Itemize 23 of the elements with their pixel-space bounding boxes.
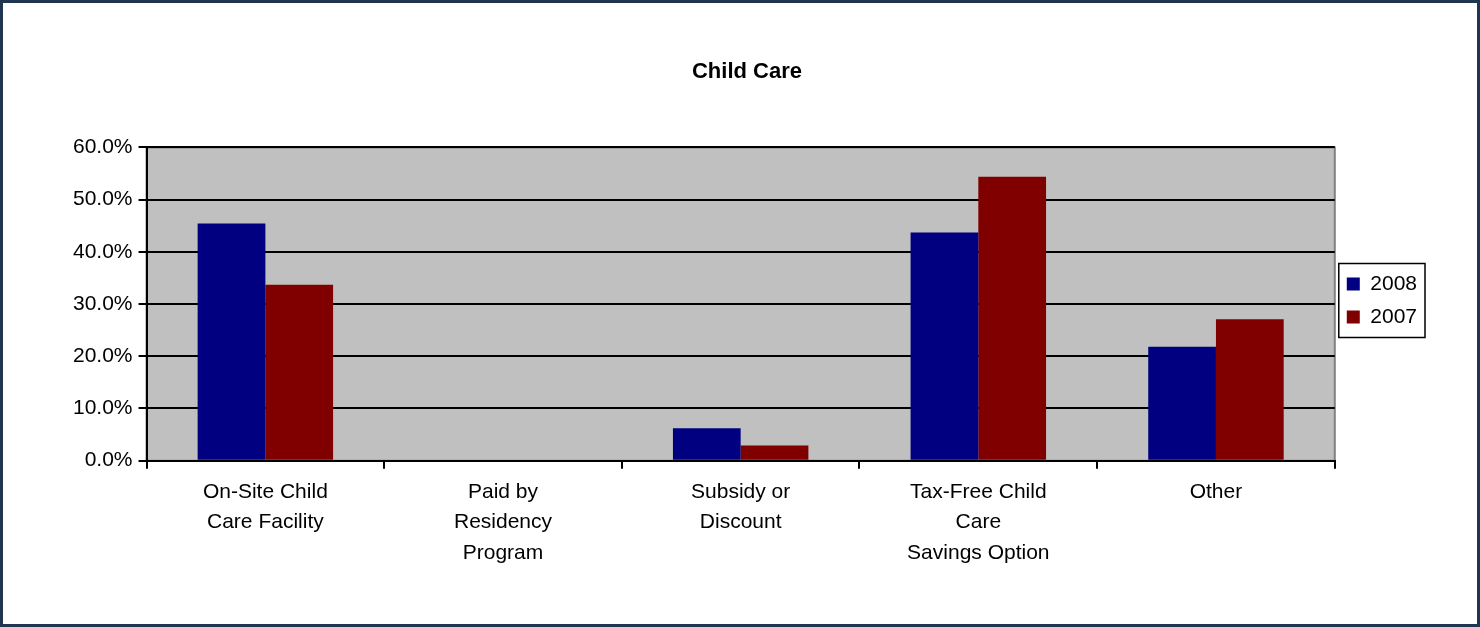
x-tick-label: Other [1189, 478, 1243, 502]
y-tick-label: 20.0% [73, 343, 133, 367]
bar [197, 223, 266, 460]
bar [1148, 346, 1216, 460]
bar [1215, 319, 1284, 460]
y-tick-label: 50.0% [73, 186, 133, 210]
y-tick-label: 40.0% [73, 238, 133, 262]
bar [672, 428, 741, 460]
y-tick-label: 0.0% [84, 447, 133, 471]
chart-title: Child Care [691, 58, 803, 84]
x-tick-label: Tax-Free Child Care Savings Option [907, 478, 1050, 563]
y-tick-label: 60.0% [73, 134, 133, 158]
bar [740, 445, 809, 460]
y-tick-label: 30.0% [73, 290, 133, 314]
x-tick-label: Paid by Residency Program [453, 478, 553, 563]
x-tick-label: On-Site Child Care Facility [202, 478, 328, 533]
y-tick-label: 10.0% [73, 395, 133, 419]
x-tick-label: Subsidy or Discount [691, 478, 791, 533]
bar [910, 232, 979, 460]
bar [265, 284, 334, 460]
legend-label: 2008 [1370, 270, 1417, 294]
legend-label: 2007 [1370, 303, 1417, 327]
bar [978, 176, 1047, 460]
